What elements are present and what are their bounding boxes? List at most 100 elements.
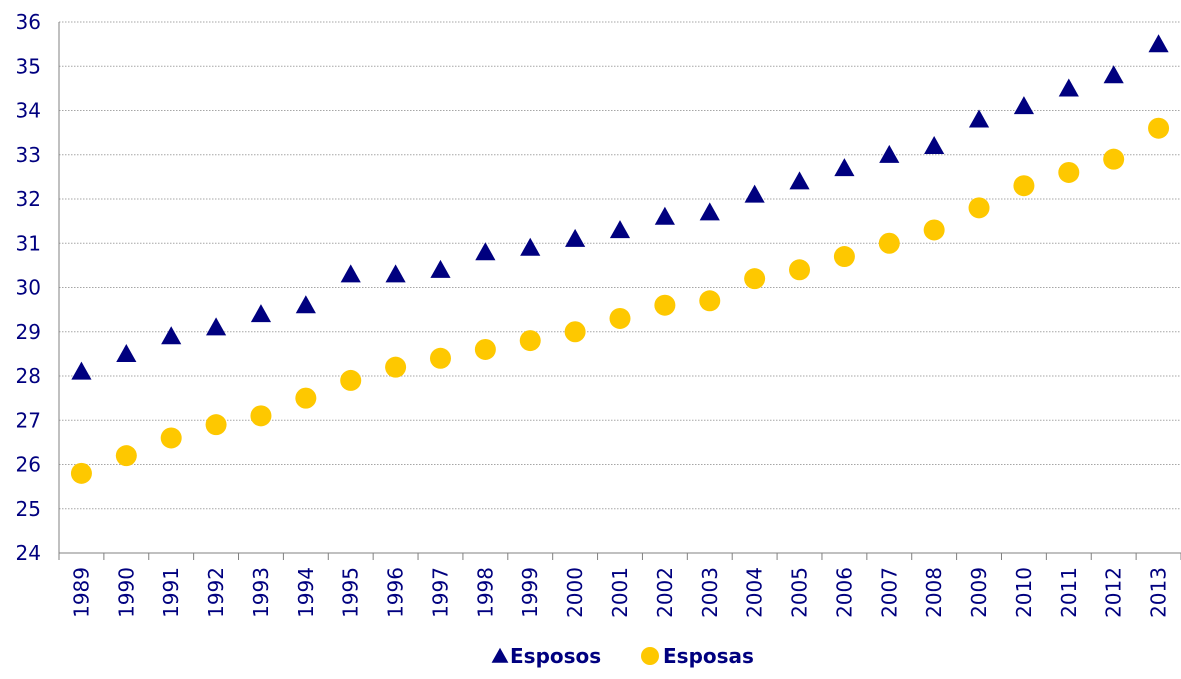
series-esposas [70,117,1170,484]
x-tick-label: 2002 [653,567,677,618]
esposos-point [1058,78,1079,97]
esposos-point [1148,34,1169,53]
esposas-point [968,197,990,219]
esposos-point [250,304,272,323]
x-tick-label: 1993 [249,567,273,618]
x-tick-label: 1992 [204,567,228,618]
esposas-point [789,259,811,281]
esposas-point [609,307,631,329]
legend: Esposos Esposas [491,644,754,668]
esposos-point [430,259,451,278]
esposos-point [654,206,675,225]
x-tick-label: 2008 [922,567,946,618]
y-tick-label: 26 [16,453,41,477]
esposos-point [520,237,541,256]
x-tick-label: 1991 [159,567,183,618]
axes: 24 25 26 27 28 29 30 31 32 33 34 35 36 1989 1990 1991 19… [16,10,1181,618]
x-tick-label: 1996 [384,567,408,618]
esposos-point [565,228,586,247]
esposos-point [968,109,990,128]
x-tick-label: 1998 [473,567,497,618]
x-tick-label: 1989 [69,567,93,618]
y-tick-label: 30 [16,276,41,300]
y-tick-label: 25 [16,497,41,521]
y-tick-label: 27 [16,408,41,432]
esposas-point [385,356,407,378]
esposas-point [878,232,900,254]
x-tick-label: 2006 [832,567,856,618]
esposos-point [206,317,227,336]
x-tick-label: 2004 [743,567,767,618]
esposas-point [474,338,496,360]
x-tick-label: 2001 [608,567,632,618]
legend-triangle-icon [491,647,509,663]
y-tick-label: 34 [16,99,41,123]
x-tick-label: 1990 [114,567,138,618]
esposos-point [385,264,406,283]
y-tick-label: 28 [16,364,41,388]
esposas-point [115,445,137,467]
esposas-point [833,246,855,268]
x-tick-label: 2013 [1147,567,1171,618]
esposas-point [1148,117,1170,139]
esposos-point [1013,96,1034,115]
x-tick-label: 1995 [339,567,363,618]
esposas-point [699,290,721,312]
esposas-point [1103,148,1125,170]
esposas-point [519,330,541,352]
x-tick-label: 2000 [563,567,587,618]
esposas-point [295,387,317,409]
esposos-point [161,326,182,345]
esposos-point [295,295,316,314]
esposas-point [923,219,945,241]
x-tick-label: 2010 [1012,567,1036,618]
esposos-point [789,171,810,190]
esposos-point [879,144,900,163]
esposas-point [744,268,766,290]
esposas-point [654,294,676,316]
esposos-point [475,242,496,261]
x-tick-label: 2003 [698,567,722,618]
series-markers [70,34,1170,484]
x-tick-label: 2005 [788,567,812,618]
legend-circle-icon [641,647,659,665]
x-tick-label: 2011 [1057,567,1081,618]
esposos-point [609,220,631,239]
esposas-point [250,405,272,427]
esposos-point [744,184,765,203]
esposos-point [699,202,720,221]
esposas-point [160,427,182,449]
x-tick-label: 1997 [428,567,452,618]
esposas-point [1013,175,1035,197]
esposos-point [834,158,855,177]
x-tick-label: 2009 [967,567,991,618]
legend-label: Esposos [510,644,601,668]
y-tick-label: 29 [16,320,41,344]
x-tick-label: 1994 [294,567,318,618]
x-tick-label: 2007 [877,567,901,618]
y-tick-label: 24 [16,541,41,565]
esposos-point [116,343,137,362]
y-tick-label: 31 [16,231,41,255]
y-tick-label: 32 [16,187,41,211]
y-tick-label: 33 [16,143,41,167]
esposos-point [924,136,945,154]
esposas-point [70,462,92,484]
esposas-point [205,414,227,436]
y-tick-label: 36 [16,10,41,34]
series-esposos [71,34,1169,380]
x-tick-label: 1999 [518,567,542,618]
esposos-point [340,264,361,283]
esposas-point [564,321,586,343]
esposos-point [1103,65,1124,84]
esposas-point [1058,161,1080,183]
x-tick-label: 2012 [1102,567,1126,618]
esposos-point [71,361,92,380]
esposas-point [429,347,451,369]
y-tick-label: 35 [16,54,41,78]
gridlines [59,21,1181,510]
legend-label: Esposas [663,644,754,668]
esposas-point [340,369,362,391]
